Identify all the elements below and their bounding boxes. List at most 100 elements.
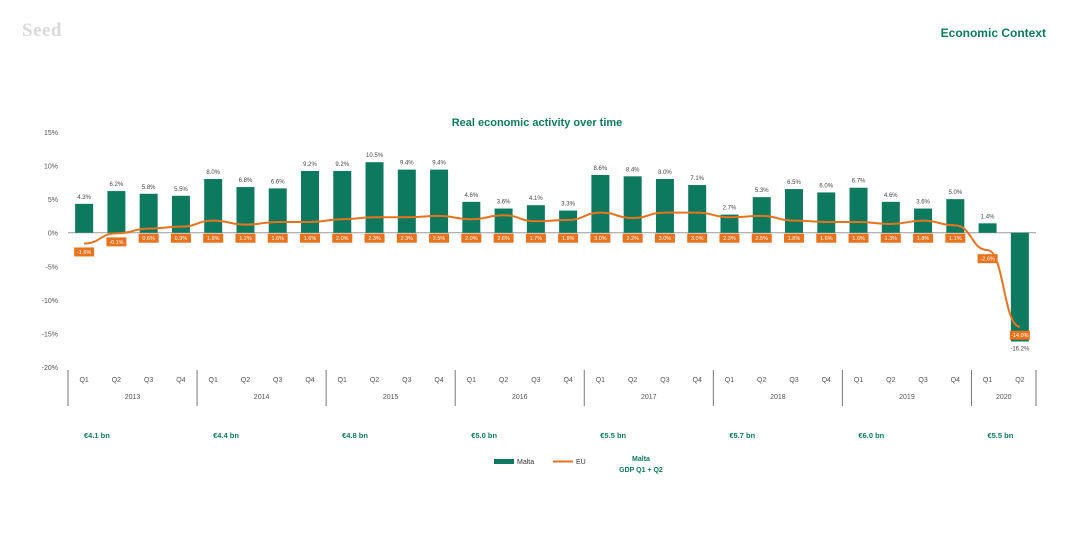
x-tick-label: Q2	[757, 377, 766, 384]
x-tick-label: Q4	[951, 377, 960, 384]
malta-bar	[107, 191, 126, 233]
legend-note-line2: GDP Q1 + Q2	[619, 467, 663, 474]
eu-label-box	[977, 254, 998, 264]
chart-title: Real economic activity over time	[452, 117, 623, 129]
eu-label-box	[203, 233, 224, 243]
eu-data-label: 2.2%	[626, 236, 639, 242]
gdp-total-label: €5.7 bn	[729, 431, 755, 440]
malta-bar	[365, 162, 384, 233]
legend-note-line1: Malta	[632, 456, 650, 463]
eu-data-label: 2.3%	[723, 236, 736, 242]
malta-bar	[204, 179, 223, 233]
eu-label-box	[622, 233, 643, 243]
malta-bar	[785, 189, 803, 233]
gdp-total-label: €5.5 bn	[987, 431, 1013, 440]
malta-bar	[817, 192, 836, 233]
malta-bar	[978, 223, 997, 233]
malta-data-label: 3.6%	[916, 200, 930, 206]
eu-data-label: 2.5%	[433, 236, 446, 242]
malta-data-label: 4.3%	[77, 195, 91, 201]
x-tick-label: Q3	[402, 377, 411, 384]
year-label: 2017	[641, 394, 657, 401]
x-tick-label: Q1	[983, 377, 992, 384]
x-tick-label: Q2	[1015, 377, 1024, 384]
eu-data-label: -14.0%	[1011, 333, 1029, 339]
malta-data-label: 4.1%	[529, 196, 543, 202]
malta-data-label: 3.3%	[561, 202, 575, 208]
eu-label-box	[880, 233, 901, 243]
malta-data-label: 8.4%	[626, 167, 640, 173]
section-title: Economic Context	[940, 26, 1046, 40]
x-tick-label: Q2	[886, 377, 895, 384]
y-axis: 15% 10% 5% 0% -5% -10% -15% -20%	[42, 130, 58, 372]
malta-data-label: 1.4%	[981, 214, 995, 220]
eu-data-label: 3.0%	[691, 236, 704, 242]
year-label: 2014	[254, 394, 270, 401]
eu-label-box	[525, 233, 546, 243]
x-tick-label: Q4	[822, 377, 831, 384]
eu-label-box	[848, 233, 869, 243]
x-tick-label: Q4	[434, 377, 443, 384]
year-label: 2020	[996, 394, 1012, 401]
x-tick-label: Q3	[660, 377, 669, 384]
gdp-totals: €4.1 bn €4.4 bn €4.8 bn €5.0 bn €5.5 bn €5.7 …	[84, 431, 1014, 440]
y-tick-label: 10%	[44, 164, 58, 171]
eu-label-box	[461, 233, 482, 243]
eu-data-label: 2.3%	[368, 236, 381, 242]
x-tick-label: Q1	[467, 377, 476, 384]
malta-bar	[591, 174, 610, 233]
eu-data-label: -0.1%	[109, 240, 123, 246]
x-tick-label: Q1	[596, 377, 605, 384]
malta-bar	[881, 201, 900, 233]
gdp-total-label: €4.8 bn	[342, 431, 368, 440]
eu-data-label: 1.6%	[271, 236, 284, 242]
eu-data-label: 1.7%	[530, 236, 543, 242]
eu-label-box	[235, 233, 256, 243]
malta-data-label: -16.2%	[1010, 346, 1030, 352]
eu-label-box	[170, 233, 191, 243]
eu-label-box	[300, 233, 320, 243]
eu-data-label: 1.6%	[304, 236, 317, 242]
eu-data-label: 2.5%	[755, 236, 768, 242]
eu-data-label: 3.0%	[659, 236, 672, 242]
malta-data-label: 10.5%	[366, 153, 384, 159]
x-tick-label: Q3	[531, 377, 540, 384]
malta-bar	[301, 170, 319, 233]
eu-label-box	[332, 233, 353, 243]
eu-data-label: 0.9%	[175, 236, 188, 242]
legend-malta-label: Malta	[517, 459, 534, 466]
malta-bar	[494, 208, 513, 233]
gdp-total-label: €6.0 bn	[858, 431, 884, 440]
gdp-total-label: €4.1 bn	[84, 431, 110, 440]
x-tick-label: Q3	[918, 377, 927, 384]
y-tick-label: -15%	[42, 331, 58, 338]
gdp-total-label: €5.0 bn	[471, 431, 497, 440]
x-tick-label: Q1	[79, 377, 88, 384]
eu-label-box	[493, 233, 514, 243]
malta-data-label: 6.0%	[819, 183, 833, 189]
eu-line	[84, 211, 1021, 328]
x-tick-label: Q1	[854, 377, 863, 384]
malta-bar	[333, 170, 352, 233]
eu-data-label: 1.8%	[207, 236, 220, 242]
eu-data-label: 1.3%	[885, 236, 898, 242]
eu-label-box	[429, 233, 450, 243]
malta-bar	[1010, 232, 1029, 342]
malta-data-label: 6.6%	[271, 179, 285, 185]
x-axis: Q1 Q2 Q3 Q4 Q1 Q2 Q3 Q4 Q1 Q2 Q3 Q4 Q1 Q2 Q3 Q4 Q1 Q2 Q3 Q4…	[67, 370, 1037, 406]
x-tick-label: Q3	[789, 377, 798, 384]
malta-bar	[655, 179, 674, 233]
malta-bar	[462, 201, 481, 233]
eu-label-box	[945, 233, 966, 243]
eu-data-label: 0.6%	[142, 236, 155, 242]
malta-bar	[720, 214, 739, 233]
eu-label-box	[913, 233, 934, 243]
eu-data-label: 2.6%	[497, 236, 510, 242]
malta-bars	[75, 162, 1029, 342]
year-label: 2013	[125, 394, 141, 401]
eu-label-box	[558, 233, 579, 243]
eu-label-box	[267, 233, 288, 243]
x-tick-label: Q2	[628, 377, 637, 384]
malta-data-label: 5.0%	[948, 190, 962, 196]
